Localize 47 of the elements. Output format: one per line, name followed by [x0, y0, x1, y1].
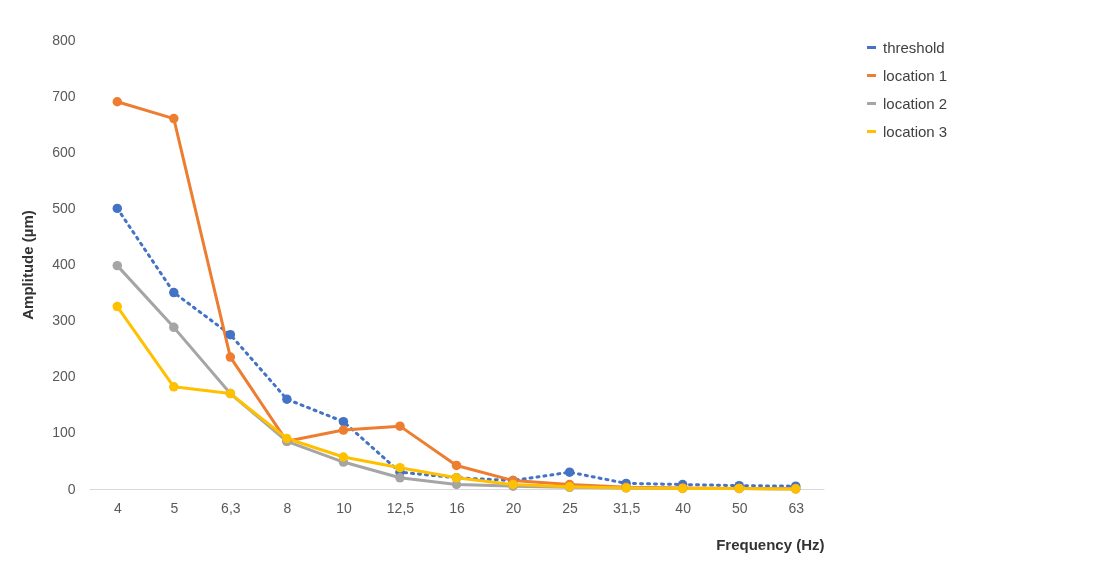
legend-label: location 1 [883, 66, 948, 84]
point [225, 329, 236, 340]
y-tick-label: 700 [52, 87, 76, 104]
point [169, 322, 179, 333]
x-tick-label: 4 [113, 499, 122, 516]
x-tick-label: 25 [562, 499, 579, 516]
x-tick-label: 12,5 [386, 499, 415, 516]
point [169, 287, 179, 298]
x-axis-title: Frequency (Hz) [716, 535, 825, 553]
y-tick-label: 800 [52, 31, 76, 48]
x-tick-label: 20 [505, 499, 522, 516]
y-tick-label: 0 [67, 480, 76, 497]
y-tick-label: 400 [52, 256, 76, 272]
legend-label: threshold [883, 38, 945, 56]
y-tick-label: 100 [52, 424, 76, 441]
x-tick-label: 31,5 [612, 499, 641, 516]
point [169, 113, 179, 124]
point [338, 416, 349, 427]
x-tick-label: 40 [675, 499, 692, 516]
point [338, 425, 349, 435]
point [112, 203, 123, 214]
point [338, 452, 349, 462]
x-tick-label: 63 [788, 499, 805, 516]
point [112, 97, 123, 107]
point [564, 467, 575, 477]
point [112, 260, 123, 271]
point [395, 473, 405, 483]
y-tick-label: 200 [52, 368, 76, 385]
x-tick-label: 50 [731, 499, 748, 516]
y-tick-label: 600 [52, 143, 76, 160]
point [282, 394, 292, 404]
y-axis-title: Amplitude (µm) [19, 210, 37, 320]
point [451, 460, 462, 471]
x-tick-label: 16 [449, 499, 465, 516]
y-tick-label: 500 [52, 199, 76, 216]
x-tick-label: 10 [336, 499, 352, 516]
legend-label: location 3 [883, 122, 948, 140]
x-tick-label: 8 [283, 499, 292, 516]
point [225, 352, 236, 362]
point [112, 301, 123, 312]
point [395, 421, 405, 431]
point [395, 462, 405, 473]
legend-label: location 2 [883, 94, 948, 112]
point [169, 382, 179, 392]
x-tick-label: 5 [170, 499, 179, 516]
x-tick-label: 6,3 [221, 499, 241, 516]
y-tick-label: 300 [52, 312, 76, 329]
